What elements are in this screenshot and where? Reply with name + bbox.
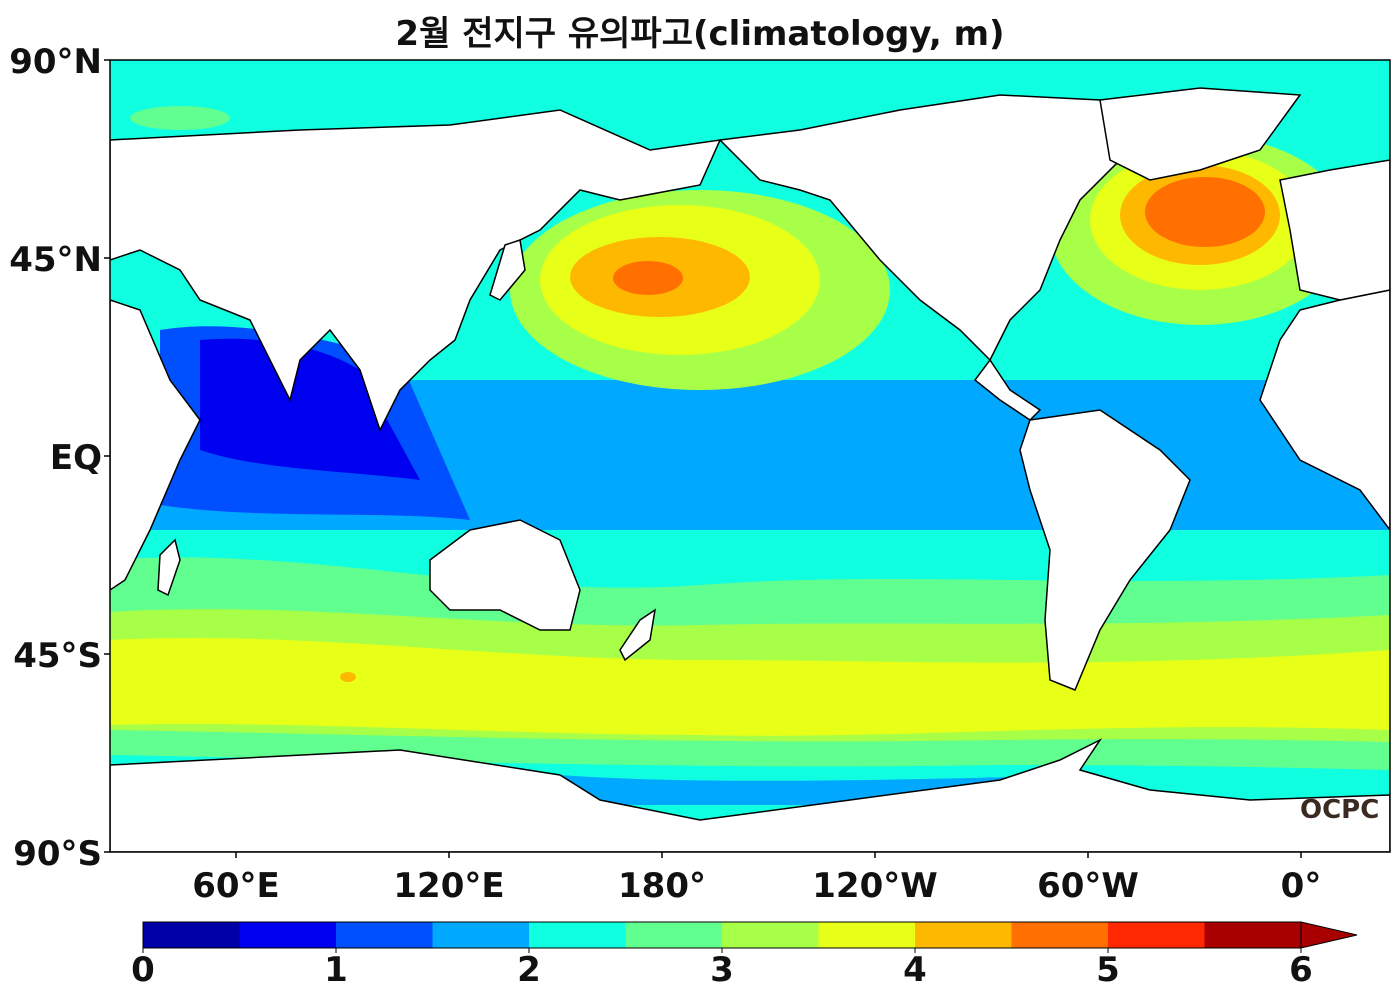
south-america: [1019, 409, 1191, 691]
colorbar-segment: [529, 922, 626, 948]
japan: [489, 239, 526, 301]
colorbar-segment: [915, 922, 1012, 948]
europe: [1279, 159, 1390, 301]
colorbar-segment: [1011, 922, 1108, 948]
north-america: [718, 94, 1121, 362]
colorbar-segment: [1108, 922, 1205, 948]
map-title: 2월 전지구 유의파고(climatology, m): [395, 14, 1005, 54]
y-tick-label: 45°N: [9, 240, 102, 280]
colorbar-tick-label: 5: [1096, 950, 1120, 990]
axis-ticks: [104, 59, 1302, 858]
north-pacific-max: [613, 261, 683, 295]
colorbar-segment: [1204, 922, 1301, 948]
madagascar: [157, 538, 181, 597]
antarctica: [110, 738, 1390, 852]
colorbar-segment: [625, 922, 722, 948]
southern-max-patch: [340, 672, 356, 682]
x-tick-label: 120°E: [393, 866, 505, 906]
new-zealand: [619, 608, 657, 662]
australia: [429, 519, 581, 631]
land-masses: [110, 87, 1390, 852]
north-atlantic-max: [1145, 177, 1265, 247]
colorbar-tick-label: 2: [517, 950, 541, 990]
colorbar-segment: [143, 922, 240, 948]
y-tick-label: 45°S: [13, 636, 102, 676]
x-tick-label: 60°W: [1037, 866, 1139, 906]
colorbar-segment: [818, 922, 915, 948]
colorbar-tick-label: 6: [1289, 950, 1313, 990]
colorbar-tick-label: 4: [903, 950, 927, 990]
colorbar-tick-label: 0: [131, 950, 155, 990]
y-tick-label: EQ: [49, 438, 102, 478]
indian-ocean-lowest: [200, 338, 420, 480]
colorbar-tick-label: 3: [710, 950, 734, 990]
africa: [110, 299, 201, 591]
y-tick-label: 90°S: [13, 834, 102, 874]
map-plot-area: [110, 60, 1390, 852]
colorbar-tick-label: 1: [324, 950, 348, 990]
greenland: [1099, 87, 1302, 181]
y-tick-label: 90°N: [9, 42, 102, 82]
x-tick-label: 120°W: [812, 866, 938, 906]
x-tick-label: 0°: [1280, 866, 1322, 906]
arctic-fringe-green: [130, 106, 230, 130]
colorbar-segment: [336, 922, 433, 948]
colorbar-extend-arrow: [1300, 921, 1358, 949]
eurasia: [110, 109, 722, 432]
x-tick-label: 180°: [618, 866, 706, 906]
x-tick-label: 60°E: [192, 866, 280, 906]
colorbar: [142, 921, 1358, 953]
ocpc-logo: OCPC: [1300, 795, 1380, 825]
colorbar-segment: [432, 922, 529, 948]
colorbar-segment: [722, 922, 819, 948]
colorbar-segment: [239, 922, 336, 948]
